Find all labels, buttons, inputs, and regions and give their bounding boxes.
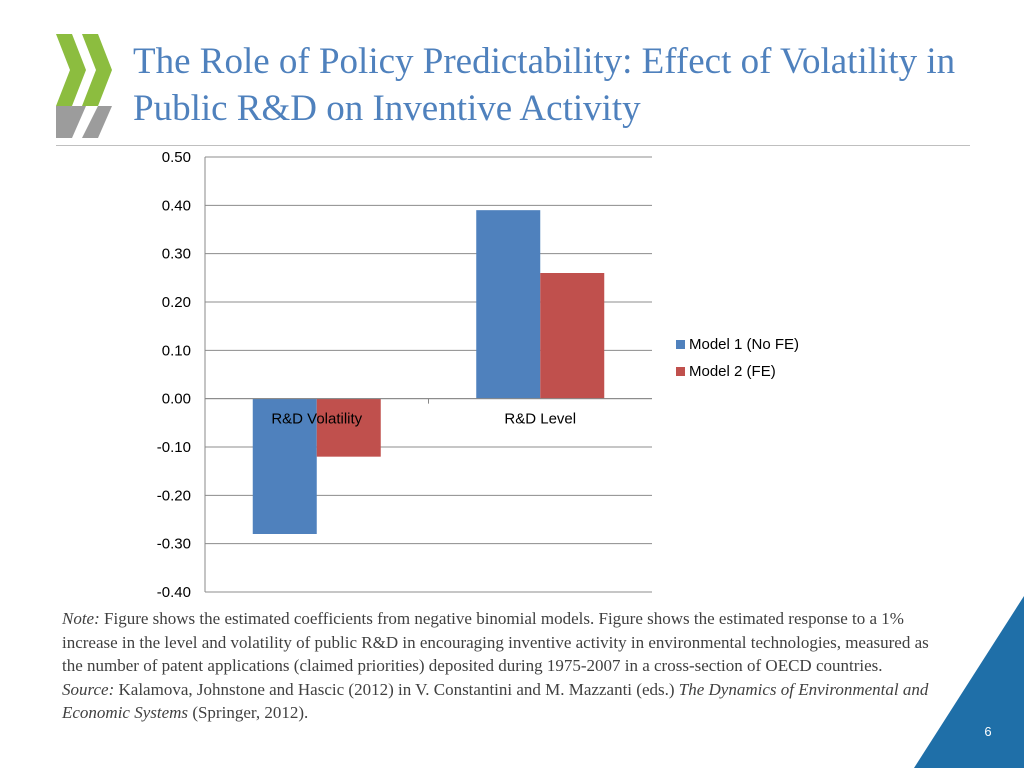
oecd-logo-icon	[56, 34, 112, 138]
figure-note: Note: Figure shows the estimated coeffic…	[62, 607, 932, 725]
legend-label: Model 1 (No FE)	[689, 336, 799, 353]
source-text: Kalamova, Johnstone and Hascic (2012) in…	[114, 679, 679, 699]
y-tick-label: -0.20	[157, 487, 191, 504]
bar-chart: 0.50 0.40 0.30 0.20 0.10 0.00 -0.10 -0.20 -0.30 -…	[157, 149, 799, 601]
y-tick-labels: 0.50 0.40 0.30 0.20 0.10 0.00 -0.10 -0.20 -0.30 -…	[157, 149, 191, 601]
source-label: Source:	[62, 679, 115, 699]
category-label: R&D Volatility	[271, 411, 362, 428]
bar	[252, 398, 317, 534]
page-number: 6	[984, 724, 992, 739]
y-tick-label: 0.30	[162, 246, 191, 263]
note-label: Note:	[62, 609, 100, 628]
publisher-text: (Springer, 2012).	[188, 703, 309, 722]
y-tick-label: -0.30	[157, 536, 191, 553]
y-tick-label: -0.10	[157, 439, 191, 456]
y-tick-label: -0.40	[157, 584, 191, 601]
category-label: R&D Level	[504, 411, 576, 428]
bar	[540, 273, 605, 399]
y-tick-label: 0.10	[162, 342, 191, 359]
y-tick-label: 0.20	[162, 294, 191, 311]
note-text: Figure shows the estimated coefficients …	[62, 609, 929, 675]
corner-decoration	[914, 596, 1024, 768]
page-title: The Role of Policy Predictability: Effec…	[133, 41, 956, 129]
bars	[252, 210, 605, 534]
bar	[476, 210, 541, 399]
legend: Model 1 (No FE) Model 2 (FE)	[676, 336, 799, 380]
book-title: The Dynamics of Environmental and Econom…	[62, 679, 929, 723]
y-tick-label: 0.40	[162, 197, 191, 214]
legend-swatch	[676, 340, 685, 349]
bar	[316, 398, 381, 457]
y-tick-label: 0.50	[162, 149, 191, 166]
y-tick-label: 0.00	[162, 391, 191, 408]
title-divider	[56, 145, 970, 146]
legend-label: Model 2 (FE)	[689, 363, 776, 380]
legend-swatch	[676, 367, 685, 376]
category-labels: R&D Volatility R&D Level	[271, 398, 576, 428]
